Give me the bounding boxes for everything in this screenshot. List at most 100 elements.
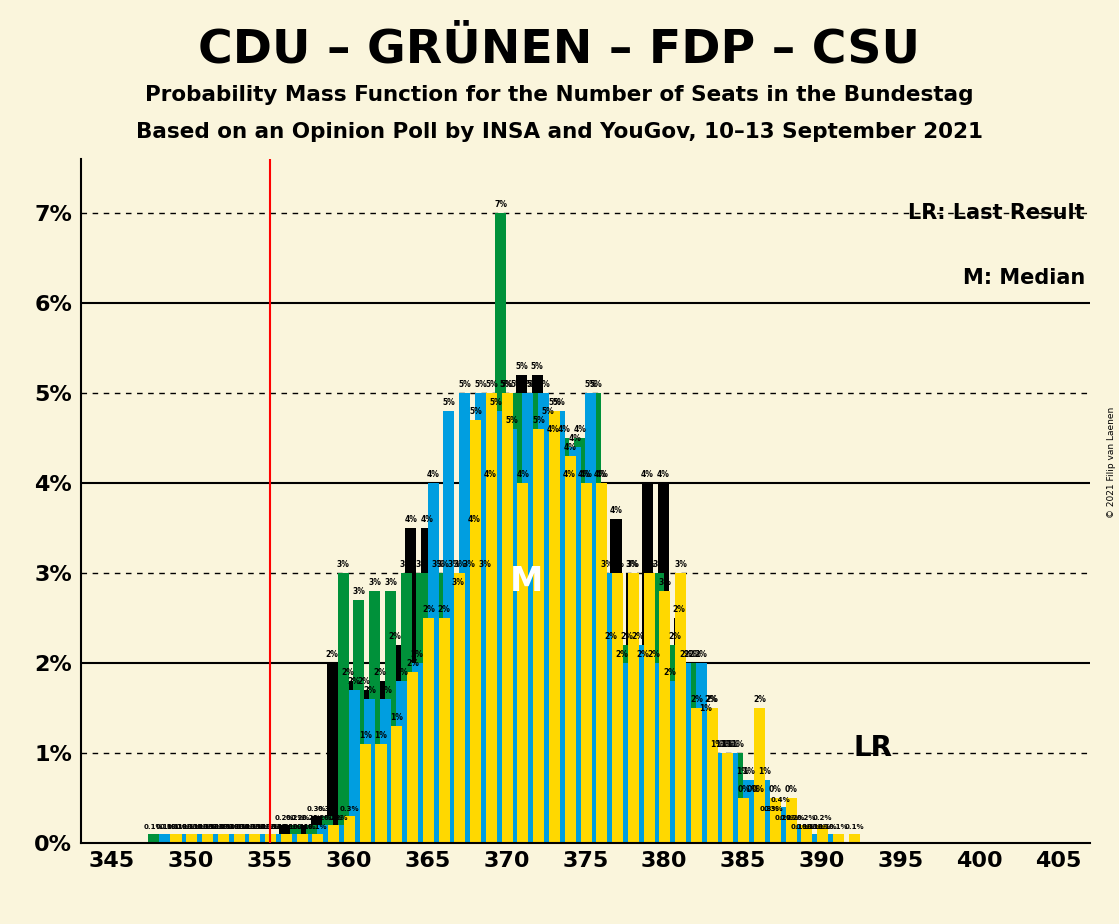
- Text: 1%: 1%: [722, 740, 734, 749]
- Bar: [581, 483, 592, 843]
- Bar: [480, 573, 490, 843]
- Text: 3%: 3%: [399, 560, 413, 569]
- Bar: [747, 797, 759, 843]
- Bar: [527, 393, 538, 843]
- Text: 3%: 3%: [463, 560, 476, 569]
- Bar: [180, 833, 191, 843]
- Text: 1%: 1%: [742, 767, 755, 776]
- Bar: [463, 573, 474, 843]
- Bar: [690, 708, 702, 843]
- Text: 3%: 3%: [431, 560, 444, 569]
- Text: 3%: 3%: [436, 560, 449, 569]
- Text: 3%: 3%: [658, 578, 671, 587]
- Text: © 2021 Filip van Laenen: © 2021 Filip van Laenen: [1107, 407, 1116, 517]
- Bar: [763, 816, 774, 843]
- Bar: [322, 816, 332, 843]
- Text: 3%: 3%: [600, 560, 613, 569]
- Text: 5%: 5%: [584, 381, 598, 389]
- Text: 5%: 5%: [510, 381, 523, 389]
- Text: 0.1%: 0.1%: [234, 824, 254, 830]
- Bar: [349, 689, 359, 843]
- Text: 0.1%: 0.1%: [807, 824, 826, 830]
- Bar: [311, 816, 322, 843]
- Bar: [438, 573, 448, 843]
- Text: 2%: 2%: [326, 650, 339, 659]
- Text: 3%: 3%: [627, 560, 640, 569]
- Text: 1%: 1%: [715, 740, 728, 749]
- Text: 4%: 4%: [562, 470, 575, 480]
- Text: 2%: 2%: [648, 650, 660, 659]
- Bar: [333, 825, 344, 843]
- Text: 0.1%: 0.1%: [245, 824, 265, 830]
- Text: 2%: 2%: [605, 632, 618, 641]
- Bar: [794, 833, 806, 843]
- Text: 3%: 3%: [448, 560, 460, 569]
- Bar: [768, 816, 779, 843]
- Text: 4%: 4%: [573, 425, 586, 434]
- Bar: [176, 833, 186, 843]
- Bar: [385, 590, 396, 843]
- Text: 1%: 1%: [699, 704, 713, 713]
- Text: 4%: 4%: [517, 470, 529, 480]
- Text: 5%: 5%: [537, 381, 549, 389]
- Bar: [723, 753, 733, 843]
- Text: 5%: 5%: [501, 381, 514, 389]
- Text: 3%: 3%: [352, 587, 366, 596]
- Text: 0.1%: 0.1%: [207, 824, 227, 830]
- Text: 0.4%: 0.4%: [770, 797, 790, 803]
- Bar: [301, 833, 312, 843]
- Bar: [516, 375, 527, 843]
- Text: 4%: 4%: [483, 470, 496, 480]
- Text: M: M: [510, 565, 544, 598]
- Text: LR: Last Result: LR: Last Result: [909, 203, 1084, 224]
- Bar: [538, 393, 549, 843]
- Text: 0.2%: 0.2%: [302, 815, 321, 821]
- Text: 0.1%: 0.1%: [276, 824, 297, 830]
- Bar: [281, 833, 292, 843]
- Bar: [295, 825, 307, 843]
- Text: 0.2%: 0.2%: [786, 815, 806, 821]
- Bar: [821, 833, 833, 843]
- Text: 3%: 3%: [337, 560, 349, 569]
- Bar: [359, 744, 370, 843]
- Text: 0.1%: 0.1%: [244, 824, 263, 830]
- Bar: [736, 780, 747, 843]
- Text: 5%: 5%: [469, 407, 482, 416]
- Bar: [594, 483, 605, 843]
- Text: 7%: 7%: [495, 201, 507, 210]
- Bar: [543, 419, 554, 843]
- Text: 0.2%: 0.2%: [275, 815, 294, 821]
- Bar: [453, 590, 463, 843]
- Bar: [474, 393, 486, 843]
- Text: 0.1%: 0.1%: [281, 824, 301, 830]
- Text: 0.2%: 0.2%: [291, 815, 310, 821]
- Bar: [612, 573, 623, 843]
- Bar: [427, 483, 439, 843]
- Text: 5%: 5%: [530, 362, 544, 371]
- Bar: [243, 833, 254, 843]
- Bar: [511, 393, 523, 843]
- Text: 1%: 1%: [735, 767, 749, 776]
- Bar: [590, 393, 601, 843]
- Text: 5%: 5%: [506, 416, 518, 425]
- Bar: [628, 573, 639, 843]
- Bar: [532, 375, 543, 843]
- Text: Based on an Opinion Poll by INSA and YouGov, 10–13 September 2021: Based on an Opinion Poll by INSA and You…: [137, 122, 982, 142]
- Bar: [507, 429, 517, 843]
- Text: 2%: 2%: [631, 632, 645, 641]
- Text: 2%: 2%: [753, 695, 765, 704]
- Text: 0.1%: 0.1%: [227, 824, 247, 830]
- Text: 5%: 5%: [442, 398, 455, 407]
- Bar: [485, 483, 496, 843]
- Text: 0.1%: 0.1%: [292, 824, 312, 830]
- Bar: [627, 573, 638, 843]
- Text: 0.1%: 0.1%: [828, 824, 848, 830]
- Bar: [407, 672, 419, 843]
- Bar: [800, 833, 811, 843]
- Text: 0.1%: 0.1%: [196, 824, 216, 830]
- Text: 5%: 5%: [521, 381, 534, 389]
- Bar: [621, 645, 632, 843]
- Text: 0.1%: 0.1%: [223, 824, 243, 830]
- Text: 0.1%: 0.1%: [308, 824, 328, 830]
- Bar: [342, 681, 354, 843]
